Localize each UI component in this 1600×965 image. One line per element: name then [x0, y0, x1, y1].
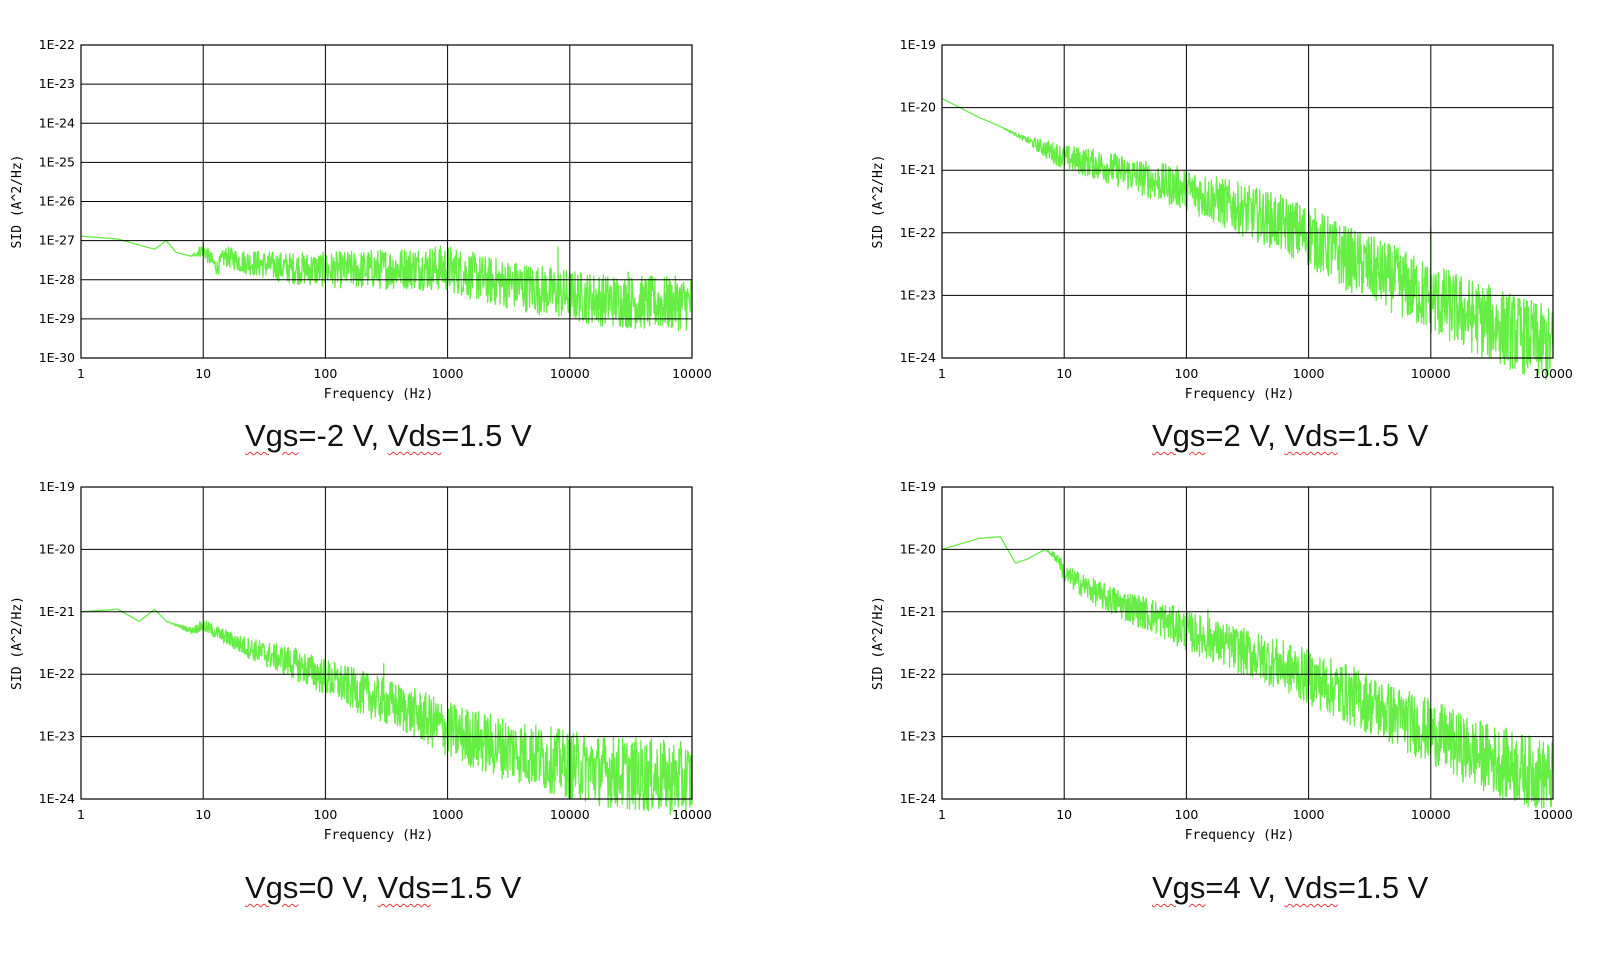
- chart-caption-4: Vgs=4 V, Vds=1.5 V: [1152, 870, 1428, 906]
- caption-part-end: =1.5 V: [1337, 870, 1429, 905]
- y-axis-label: SID (A^2/Hz): [10, 155, 25, 249]
- y-tick-label: 1E-20: [900, 541, 936, 556]
- caption-part-vgs: Vgs: [1152, 418, 1206, 453]
- y-tick-label: 1E-24: [39, 115, 75, 130]
- caption-part-vds: Vds: [1284, 870, 1338, 905]
- x-tick-label: 1: [938, 366, 946, 381]
- x-axis-label: Frequency (Hz): [1185, 387, 1295, 402]
- x-tick-label: 10000: [1533, 807, 1573, 822]
- x-tick-label: 10000: [1411, 807, 1451, 822]
- x-axis-label: Frequency (Hz): [1185, 828, 1295, 843]
- y-tick-label: 1E-22: [900, 666, 936, 681]
- x-tick-label: 10000: [672, 366, 712, 381]
- y-tick-label: 1E-23: [39, 729, 75, 744]
- y-tick-label: 1E-26: [39, 194, 75, 209]
- y-tick-label: 1E-24: [39, 791, 75, 806]
- plot-frame: [80, 486, 693, 800]
- y-tick-label: 1E-22: [900, 225, 936, 240]
- x-tick-label: 1000: [432, 366, 464, 381]
- series-line-2-1: [941, 97, 1554, 381]
- chart-caption-2: Vgs=2 V, Vds=1.5 V: [1152, 418, 1428, 454]
- x-tick-label: 10: [1056, 807, 1072, 822]
- y-tick-label: 1E-29: [39, 311, 75, 326]
- chart-panel-4: 1 10 100 1000 10000 10000 1E-24 1E-23 1E-22 1E-21…: [871, 479, 1573, 843]
- y-tick-label: 1E-23: [900, 729, 936, 744]
- caption-part-vgs: Vgs: [245, 418, 299, 453]
- plot-frame: [80, 44, 693, 359]
- caption-part-end: =1.5 V: [441, 418, 532, 453]
- y-tick-label: 1E-21: [900, 604, 936, 619]
- y-tick-label: 1E-28: [39, 272, 75, 287]
- x-axis-label: Frequency (Hz): [324, 387, 434, 402]
- caption-part-vgs: Vgs: [1152, 870, 1206, 905]
- x-tick-label: 100: [1174, 807, 1198, 822]
- chart-panel-2: 1 10 100 1000 10000 10000 1E-24 1E-23 1E-22 1E-21…: [871, 37, 1573, 402]
- caption-part-mid: =2 V,: [1205, 418, 1285, 453]
- x-tick-label: 10000: [550, 807, 590, 822]
- x-tick-label: 1: [77, 807, 85, 822]
- y-tick-label: 1E-20: [39, 541, 75, 556]
- x-tick-label: 10: [1056, 366, 1072, 381]
- caption-part-end: =1.5 V: [430, 870, 522, 905]
- x-tick-label: 100: [313, 807, 337, 822]
- y-tick-label: 1E-22: [39, 666, 75, 681]
- x-tick-label: 1000: [1293, 366, 1325, 381]
- chart-caption-3: Vgs=0 V, Vds=1.5 V: [245, 870, 521, 906]
- caption-part-mid: =4 V,: [1205, 870, 1285, 905]
- caption-part-vds: Vds: [387, 418, 442, 453]
- caption-part-vds: Vds: [1284, 418, 1338, 453]
- y-tick-label: 1E-30: [39, 350, 75, 365]
- y-tick-label: 1E-23: [39, 76, 75, 91]
- caption-part-vds: Vds: [377, 870, 431, 905]
- x-tick-label: 10000: [550, 366, 590, 381]
- chart-panel-3: 1 10 100 1000 10000 10000 1E-24 1E-23 1E-22 1E-21…: [10, 479, 712, 843]
- caption-part-end: =1.5 V: [1337, 418, 1429, 453]
- series-line-3-1: [80, 608, 693, 818]
- y-axis-label: SID (A^2/Hz): [871, 596, 886, 690]
- x-tick-label: 1: [77, 366, 85, 381]
- y-axis-label: SID (A^2/Hz): [871, 155, 886, 249]
- y-tick-label: 1E-23: [900, 287, 936, 302]
- x-tick-label: 10000: [672, 807, 712, 822]
- y-tick-label: 1E-27: [39, 233, 75, 248]
- x-tick-label: 100: [313, 366, 337, 381]
- x-tick-label: 1000: [1293, 807, 1325, 822]
- x-tick-label: 1000: [432, 807, 464, 822]
- series-line-1-1: [80, 235, 693, 332]
- x-axis-label: Frequency (Hz): [324, 828, 434, 843]
- plot-frame: [941, 486, 1554, 800]
- x-tick-label: 10000: [1411, 366, 1451, 381]
- y-tick-label: 1E-19: [39, 479, 75, 494]
- y-tick-label: 1E-19: [900, 37, 936, 52]
- y-tick-label: 1E-24: [900, 350, 936, 365]
- y-tick-label: 1E-21: [900, 162, 936, 177]
- chart-panel-1: 1 10 100 1000 10000 10000 1E-30 1E-29 1E-28 1E-27…: [10, 37, 712, 402]
- series-line-4-1: [941, 536, 1554, 809]
- chart-caption-1: Vgs=-2 V, Vds=1.5 V: [245, 418, 532, 454]
- y-tick-label: 1E-19: [900, 479, 936, 494]
- caption-part-mid: =-2 V,: [298, 418, 388, 453]
- y-tick-label: 1E-22: [39, 37, 75, 52]
- plot-frame: [941, 44, 1554, 359]
- caption-part-vgs: Vgs: [245, 870, 299, 905]
- x-tick-label: 10: [195, 366, 211, 381]
- x-tick-label: 1: [938, 807, 946, 822]
- y-axis-label: SID (A^2/Hz): [10, 596, 25, 690]
- y-tick-label: 1E-25: [39, 154, 75, 169]
- y-tick-label: 1E-21: [39, 604, 75, 619]
- y-tick-label: 1E-24: [900, 791, 936, 806]
- x-tick-label: 100: [1174, 366, 1198, 381]
- y-tick-label: 1E-20: [900, 100, 936, 115]
- x-tick-label: 10000: [1533, 366, 1573, 381]
- caption-part-mid: =0 V,: [298, 870, 378, 905]
- x-tick-label: 10: [195, 807, 211, 822]
